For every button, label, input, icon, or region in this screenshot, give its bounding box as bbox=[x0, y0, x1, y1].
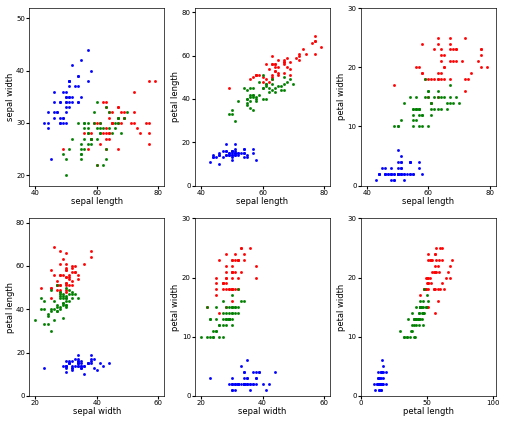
X-axis label: sepal width: sepal width bbox=[238, 408, 286, 417]
Y-axis label: petal width: petal width bbox=[171, 284, 180, 331]
X-axis label: sepal length: sepal length bbox=[71, 197, 123, 206]
X-axis label: sepal width: sepal width bbox=[72, 408, 121, 417]
Y-axis label: petal width: petal width bbox=[336, 284, 345, 331]
Y-axis label: petal length: petal length bbox=[6, 281, 15, 333]
X-axis label: petal length: petal length bbox=[402, 408, 453, 417]
Y-axis label: petal length: petal length bbox=[171, 71, 180, 122]
X-axis label: sepal length: sepal length bbox=[236, 197, 288, 206]
Y-axis label: sepal width: sepal width bbox=[6, 73, 15, 121]
X-axis label: sepal length: sepal length bbox=[401, 197, 453, 206]
Y-axis label: petal width: petal width bbox=[336, 73, 345, 120]
